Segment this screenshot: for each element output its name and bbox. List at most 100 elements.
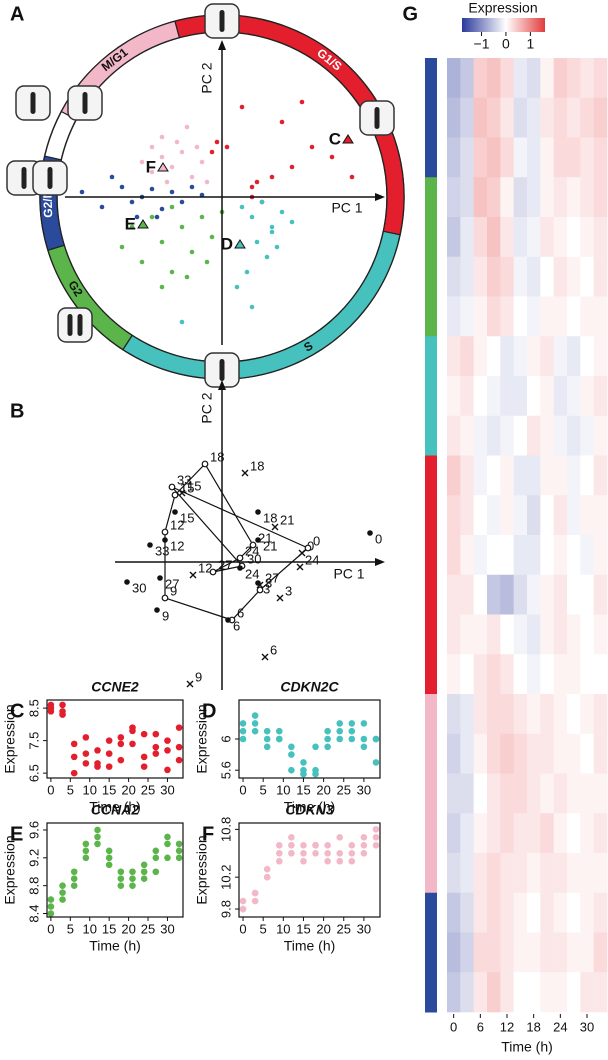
cluster-bar (425, 296, 437, 337)
panel-letter: E (10, 823, 23, 845)
heatmap-cell (500, 773, 514, 814)
heatmap-cell (540, 892, 554, 933)
cluster-bar (425, 614, 437, 655)
heatmap-cell (580, 853, 594, 894)
expression-point (324, 727, 331, 735)
heatmap-cell (580, 336, 594, 377)
heatmap-cell (553, 415, 568, 456)
x-tick-label: 30 (357, 921, 371, 936)
plot-title: CDKN2C (280, 679, 339, 695)
heatmap-cell (540, 256, 554, 297)
expression-point (324, 857, 331, 865)
heatmap-cell (593, 733, 608, 774)
expression-point (117, 868, 125, 876)
panel-letter: C (10, 700, 24, 722)
cross-point (186, 680, 194, 688)
x-tick-label: 15 (296, 782, 310, 797)
arrowhead (375, 558, 385, 566)
pc-point (249, 214, 255, 220)
heatmap-cell (460, 614, 474, 655)
annotation-label: C (329, 129, 341, 148)
heatmap-cell (500, 813, 514, 854)
heatmap-cell (447, 614, 461, 655)
heatmap-cell (540, 654, 554, 695)
time-label: 27 (218, 557, 232, 572)
y-tick-label: 9.2 (26, 849, 41, 867)
pc-point (209, 234, 215, 240)
heatmap-cell (513, 932, 528, 973)
x-tick-label: 0 (450, 1019, 457, 1034)
pc-point (179, 149, 185, 155)
heatmap-cell (527, 415, 541, 456)
heatmap-cell (553, 97, 568, 138)
expression-point (105, 847, 113, 855)
time-label: 21 (263, 538, 277, 553)
heatmap-cell (593, 972, 608, 1013)
heatmap-cell (473, 892, 488, 933)
expression-point (94, 747, 101, 754)
heatmap-cell (580, 455, 594, 496)
chromosome (77, 314, 83, 336)
pc-point (149, 186, 155, 192)
heatmap-cell (567, 614, 581, 655)
expression-point (336, 735, 344, 743)
arrowhead (375, 193, 385, 201)
heatmap-cell (580, 892, 594, 933)
heatmap-cell (447, 58, 461, 99)
heatmap-cell (527, 296, 541, 337)
y-axis-label: Expression (194, 704, 210, 773)
time-label: 6 (233, 618, 240, 633)
expression-point (70, 875, 78, 883)
heatmap-cell (473, 535, 488, 576)
time-label: 9 (162, 608, 169, 623)
dot-point (255, 509, 261, 515)
cross-point (261, 653, 269, 661)
cluster-bar (425, 733, 437, 774)
dot-point (162, 537, 168, 543)
expression-point (129, 724, 136, 731)
expression-point (140, 868, 148, 876)
heatmap-cell (460, 733, 474, 774)
heatmap-cell (487, 495, 501, 536)
pc-point (189, 249, 195, 255)
x-tick-label: 0 (47, 921, 54, 936)
heatmap-cell (567, 256, 581, 297)
time-label: 15 (180, 480, 194, 495)
heatmap-cell (487, 177, 501, 218)
pc-point (194, 144, 200, 150)
expression-point (164, 737, 171, 744)
expression-point (324, 735, 331, 743)
heatmap-cell (460, 932, 474, 973)
x-tick-label: 10 (83, 921, 97, 936)
expression-point (129, 875, 136, 883)
heatmap-cell (447, 296, 461, 337)
expression-point (152, 868, 160, 876)
expression-point (288, 743, 295, 751)
heatmap-cell (540, 733, 554, 774)
heatmap-cell (487, 535, 501, 576)
heatmap-cell (500, 535, 514, 576)
heatmap-cell (593, 217, 608, 258)
pc-point (184, 124, 190, 130)
pc-point (269, 229, 275, 235)
chromosome (219, 359, 225, 381)
colorbar-label: Expression (468, 0, 537, 16)
expression-point (263, 727, 271, 735)
heatmap-cell (567, 813, 581, 854)
heatmap-cell (593, 177, 608, 218)
cluster-bar (425, 495, 437, 536)
cluster-bar (425, 376, 437, 417)
heatmap-cell (487, 336, 501, 377)
heatmap-cell (447, 455, 461, 496)
expression-point (336, 720, 344, 727)
colorbar-tick-label: 0 (502, 36, 510, 52)
dot-point (154, 607, 160, 613)
heatmap-cell (580, 495, 594, 536)
circle-point (161, 594, 169, 602)
expression-point (94, 840, 101, 848)
expression-point (94, 760, 101, 767)
expression-point (152, 743, 160, 751)
expression-point (82, 760, 90, 767)
y-axis-label: Expression (194, 835, 210, 904)
heatmap-cell (567, 376, 581, 417)
